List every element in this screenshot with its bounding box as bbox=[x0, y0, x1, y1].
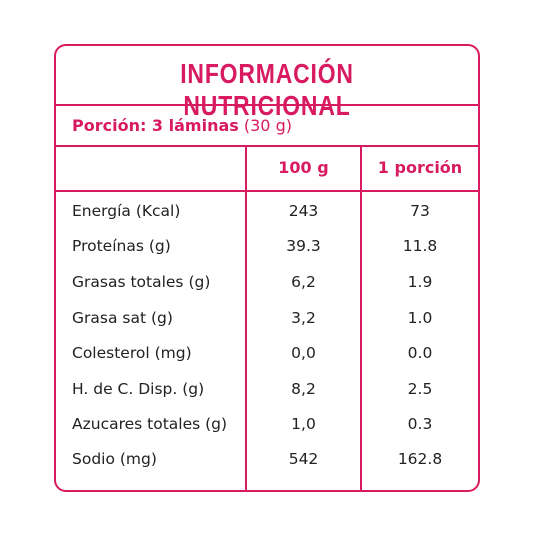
portion-amount: (30 g) bbox=[243, 116, 292, 135]
row-label: Azucares totales (g) bbox=[72, 415, 228, 433]
cell-value: 6,2 bbox=[291, 273, 316, 291]
portion: Porción: 3 láminas (30 g) bbox=[72, 116, 292, 135]
cell-value: 1.0 bbox=[407, 309, 433, 327]
divider bbox=[56, 104, 478, 106]
divider bbox=[56, 145, 478, 147]
row-label: H. de C. Disp. (g) bbox=[72, 380, 205, 398]
row-label: Colesterol (mg) bbox=[72, 344, 192, 362]
row-label: Energía (Kcal) bbox=[72, 202, 181, 220]
cell-value: 3,2 bbox=[291, 309, 316, 327]
cell-value: 2.5 bbox=[407, 380, 433, 398]
cell-value: 39.3 bbox=[286, 237, 321, 255]
column-divider bbox=[245, 147, 247, 490]
cell-value: 8,2 bbox=[291, 380, 316, 398]
cell-value: 542 bbox=[288, 450, 319, 468]
row-label: Grasas totales (g) bbox=[72, 273, 211, 291]
title: INFORMACIÓN NUTRICIONAL bbox=[180, 58, 354, 121]
column-header: 100 g bbox=[278, 158, 329, 177]
column-divider bbox=[360, 147, 362, 490]
row-label: Proteínas (g) bbox=[72, 237, 171, 255]
cell-value: 0.3 bbox=[407, 415, 433, 433]
portion-label: Porción: 3 láminas bbox=[72, 116, 239, 135]
cell-value: 1,0 bbox=[291, 415, 316, 433]
cell-value: 0.0 bbox=[407, 344, 433, 362]
cell-value: 0,0 bbox=[291, 344, 316, 362]
nutrition-table: INFORMACIÓN NUTRICIONAL Porción: 3 lámin… bbox=[54, 44, 480, 492]
cell-value: 243 bbox=[288, 202, 319, 220]
cell-value: 162.8 bbox=[397, 450, 443, 468]
row-label: Grasa sat (g) bbox=[72, 309, 173, 327]
cell-value: 1.9 bbox=[407, 273, 433, 291]
divider bbox=[56, 190, 478, 192]
column-header: 1 porción bbox=[377, 158, 463, 177]
cell-value: 11.8 bbox=[402, 237, 438, 255]
cell-value: 73 bbox=[410, 202, 430, 220]
row-label: Sodio (mg) bbox=[72, 450, 157, 468]
